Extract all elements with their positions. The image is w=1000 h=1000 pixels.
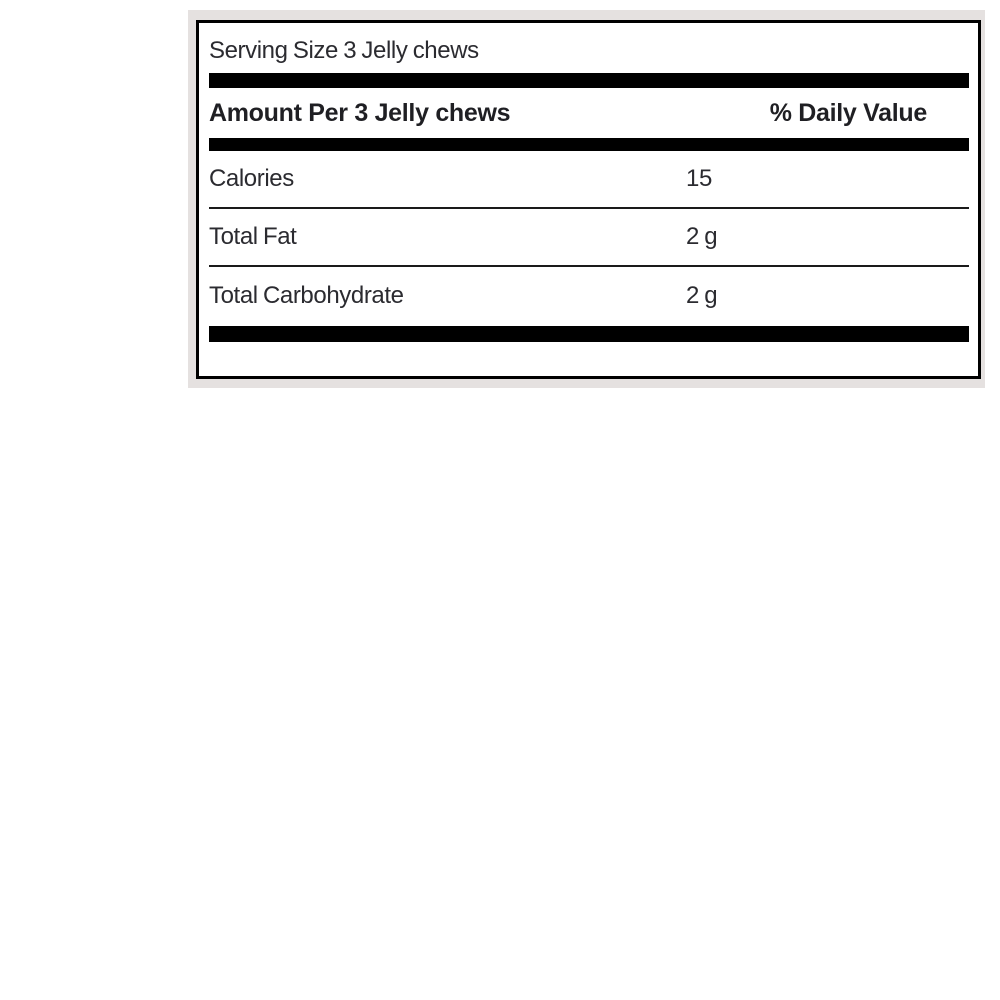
amount-header-row: Amount Per 3 Jelly chews % Daily Value	[209, 100, 969, 126]
nutrition-label-surround: Serving Size 3 Jelly chews Amount Per 3 …	[188, 10, 985, 388]
nutrient-amount: 2 g	[686, 282, 718, 309]
daily-value-header: % Daily Value	[769, 99, 928, 127]
nutrient-name: Total Fat	[209, 223, 297, 250]
nutrient-row-total-carbohydrate: Total Carbohydrate 2 g	[209, 267, 969, 325]
thick-divider-bar-header	[209, 138, 969, 151]
nutrient-name: Calories	[209, 165, 294, 192]
nutrition-facts-panel: Serving Size 3 Jelly chews Amount Per 3 …	[196, 20, 981, 379]
thick-divider-bar-bottom	[209, 326, 969, 342]
serving-size-text: Serving Size 3 Jelly chews	[209, 37, 479, 64]
thick-divider-bar-top	[209, 73, 969, 88]
nutrient-amount: 15	[686, 165, 712, 192]
row-divider	[209, 207, 969, 209]
nutrient-row-total-fat: Total Fat 2 g	[209, 209, 969, 265]
nutrient-amount: 2 g	[686, 223, 718, 250]
amount-per-header: Amount Per 3 Jelly chews	[209, 99, 511, 127]
nutrient-name: Total Carbohydrate	[209, 282, 404, 309]
nutrient-row-calories: Calories 15	[209, 151, 969, 207]
row-divider	[209, 265, 969, 267]
